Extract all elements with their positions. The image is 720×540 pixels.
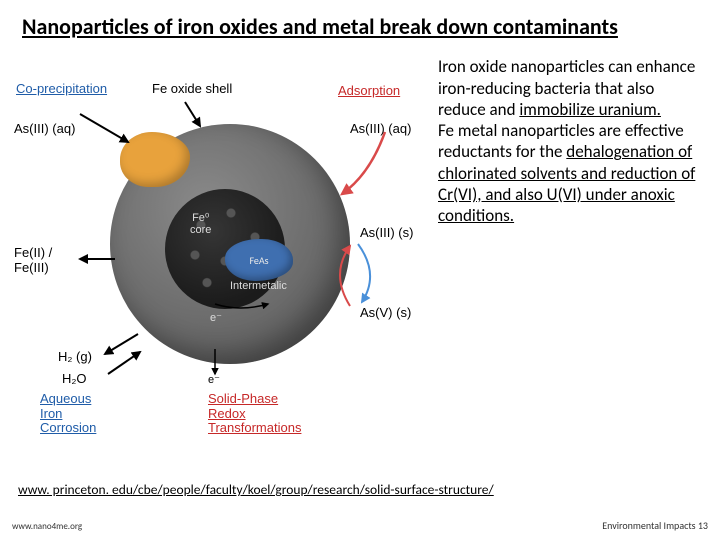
label-solid-phase-redox: Solid-Phase Redox Transformations [208, 392, 301, 435]
slide-title: Nanoparticles of iron oxides and metal b… [0, 0, 720, 46]
label-h2g: H₂ (g) [58, 350, 92, 364]
label-e-minus-1: e⁻ [210, 312, 222, 324]
label-adsorption: Adsorption [338, 84, 400, 98]
label-fe0-core: Fe⁰ core [190, 212, 211, 236]
label-e-minus-2: e⁻ [208, 374, 220, 386]
footer-left: www.nano4me.org [12, 521, 82, 532]
label-as5-s: As(V) (s) [360, 306, 411, 320]
label-as3-s: As(III) (s) [360, 226, 413, 240]
feas-label: FeAs [249, 254, 268, 267]
label-coprecipitation: Co-precipitation [16, 82, 107, 96]
footer-right: Environmental Impacts 13 [602, 519, 708, 532]
label-fe-oxide-shell: Fe oxide shell [152, 82, 232, 96]
label-aq-iron-corrosion: Aqueous Iron Corrosion [40, 392, 96, 435]
label-fe2-fe3: Fe(II) / Fe(III) [14, 246, 52, 275]
label-as3-aq-left: As(III) (aq) [14, 122, 75, 136]
citation-link[interactable]: www. princeton. edu/cbe/people/faculty/k… [18, 481, 494, 498]
body-text: Iron oxide nanoparticles can enhance iro… [430, 54, 702, 424]
body-p1-underline: immobilize uranium. [519, 99, 661, 120]
content-row: FeAs Co-precip [0, 46, 720, 424]
label-h2o: H₂O [62, 372, 87, 386]
nanoparticle-diagram: FeAs Co-precip [10, 54, 430, 424]
label-as3-aq-right: As(III) (aq) [350, 122, 411, 136]
label-intermetalic: Intermetalic [230, 280, 287, 292]
